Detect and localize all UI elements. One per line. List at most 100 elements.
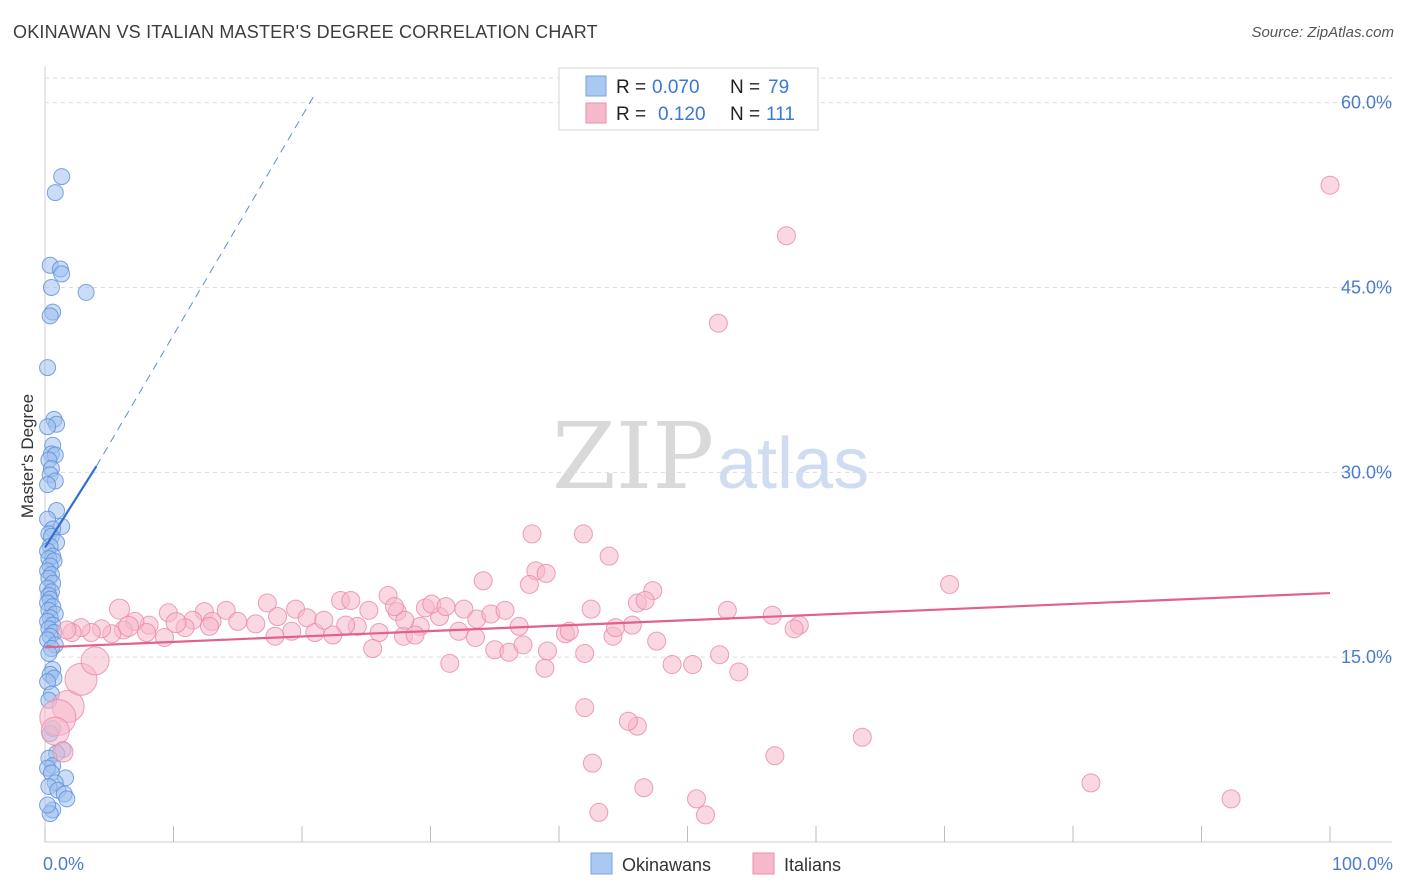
italians-point-66 bbox=[363, 639, 383, 659]
italians-point-17 bbox=[341, 590, 361, 610]
italians-point-12 bbox=[717, 600, 737, 620]
italians-point-69 bbox=[336, 615, 356, 635]
bottom-legend-label-italians: Italians bbox=[784, 855, 841, 875]
okinawans-point-6 bbox=[42, 278, 60, 296]
okinawans-point-4 bbox=[53, 265, 71, 283]
italians-point-107 bbox=[52, 741, 74, 763]
legend-r-value-okinawans: 0.070 bbox=[652, 77, 700, 98]
italians-point-71 bbox=[395, 610, 415, 630]
legend-swatch-okinawans bbox=[585, 75, 607, 97]
italians-point-60 bbox=[662, 655, 682, 675]
italians-point-35 bbox=[57, 620, 77, 640]
italians-point-109 bbox=[118, 615, 140, 637]
italians-point-78 bbox=[495, 600, 515, 620]
italians-point-9 bbox=[519, 574, 539, 594]
okinawans-point-8 bbox=[41, 307, 59, 325]
italians-point-54 bbox=[537, 641, 557, 661]
series-okinawans bbox=[39, 168, 95, 823]
legend-n-label-italians: N = bbox=[730, 104, 760, 125]
italians-point-8 bbox=[536, 563, 556, 583]
italians-point-94 bbox=[634, 778, 654, 798]
italians-point-68 bbox=[199, 616, 219, 636]
okinawans-point-20 bbox=[39, 476, 57, 494]
italians-point-87 bbox=[359, 600, 379, 620]
italians-point-108 bbox=[109, 598, 131, 620]
watermark: ZIP atlas bbox=[552, 403, 869, 510]
legend-swatch-italians bbox=[585, 102, 607, 124]
italians-point-93 bbox=[582, 753, 602, 773]
italians-point-84 bbox=[635, 590, 655, 610]
italians-point-50 bbox=[465, 627, 485, 647]
italians-point-53 bbox=[513, 635, 533, 655]
italians-point-99 bbox=[1221, 789, 1241, 809]
bottom-legend-swatch-italians bbox=[752, 852, 775, 875]
italians-point-97 bbox=[852, 727, 872, 747]
okinawans-point-78 bbox=[39, 796, 57, 814]
italians-point-39 bbox=[246, 614, 266, 634]
legend-r-label-italians: R = bbox=[616, 104, 646, 125]
italians-point-81 bbox=[559, 621, 579, 641]
bottom-legend: Okinawans Italians bbox=[590, 852, 841, 875]
italians-point-82 bbox=[581, 599, 601, 619]
italians-point-3 bbox=[522, 524, 542, 544]
italians-point-64 bbox=[440, 653, 460, 673]
italians-trend-line bbox=[44, 591, 1331, 649]
italians-point-62 bbox=[710, 645, 730, 665]
italians-point-110 bbox=[165, 612, 187, 634]
italians-point-75 bbox=[454, 599, 474, 619]
gridlines bbox=[45, 77, 1392, 658]
italians-point-59 bbox=[647, 631, 667, 651]
italians-point-21 bbox=[216, 600, 236, 620]
italians-point-61 bbox=[683, 655, 703, 675]
y-tick-label-3: 60.0% bbox=[1341, 93, 1392, 113]
italians-point-74 bbox=[436, 597, 456, 617]
legend-n-value-italians: 111 bbox=[766, 104, 795, 125]
okinawans-point-0 bbox=[53, 168, 71, 186]
italians-point-49 bbox=[449, 621, 469, 641]
x-tick-label-0: 0.0% bbox=[43, 854, 84, 874]
italians-point-88 bbox=[314, 610, 334, 630]
italians-point-86 bbox=[940, 574, 960, 594]
italians-point-100 bbox=[589, 802, 609, 822]
italians-point-79 bbox=[385, 597, 405, 617]
legend-n-label-okinawans: N = bbox=[730, 77, 760, 98]
italians-point-56 bbox=[575, 643, 595, 663]
italians-point-92 bbox=[618, 711, 638, 731]
italians-point-65 bbox=[535, 658, 555, 678]
bottom-legend-swatch-okinawans bbox=[590, 852, 613, 875]
okinawans-point-9 bbox=[39, 359, 57, 377]
italians-point-18 bbox=[257, 593, 277, 613]
italians-point-2 bbox=[708, 313, 728, 333]
italians-point-98 bbox=[1081, 773, 1101, 793]
italians-point-63 bbox=[729, 662, 749, 682]
italians-point-89 bbox=[268, 606, 288, 626]
italians-point-4 bbox=[573, 524, 593, 544]
watermark-zip: ZIP bbox=[552, 403, 714, 510]
italians-point-5 bbox=[599, 546, 619, 566]
chart-source: Source: ZipAtlas.com bbox=[1251, 24, 1394, 41]
italians-point-58 bbox=[622, 615, 642, 635]
legend-n-value-okinawans: 79 bbox=[768, 77, 789, 98]
italians-point-0 bbox=[1320, 175, 1340, 195]
italians-point-85 bbox=[784, 619, 804, 639]
y-tick-labels: 15.0% 30.0% 45.0% 60.0% bbox=[1341, 93, 1392, 668]
italians-point-106 bbox=[80, 646, 110, 676]
legend-r-value-italians: 0.120 bbox=[658, 104, 706, 125]
okinawans-point-12 bbox=[39, 418, 57, 436]
italians-point-101 bbox=[695, 805, 715, 825]
series-layer bbox=[39, 168, 1340, 825]
italians-point-83 bbox=[606, 618, 626, 638]
italians-point-90 bbox=[575, 698, 595, 718]
italians-point-38 bbox=[228, 611, 248, 631]
okinawans-trend-line bbox=[44, 465, 98, 549]
y-tick-label-1: 30.0% bbox=[1341, 462, 1392, 482]
okinawans-trend-extension bbox=[95, 96, 314, 467]
okinawans-point-5 bbox=[77, 283, 95, 301]
series-italians bbox=[39, 175, 1340, 825]
y-tick-label-0: 15.0% bbox=[1341, 647, 1392, 667]
legend-r-label-okinawans: R = bbox=[616, 77, 646, 98]
italians-point-37 bbox=[137, 623, 157, 643]
italians-point-1 bbox=[776, 226, 796, 246]
legend: R = 0.070 N = 79 R = 0.120 N = 111 bbox=[558, 67, 819, 131]
